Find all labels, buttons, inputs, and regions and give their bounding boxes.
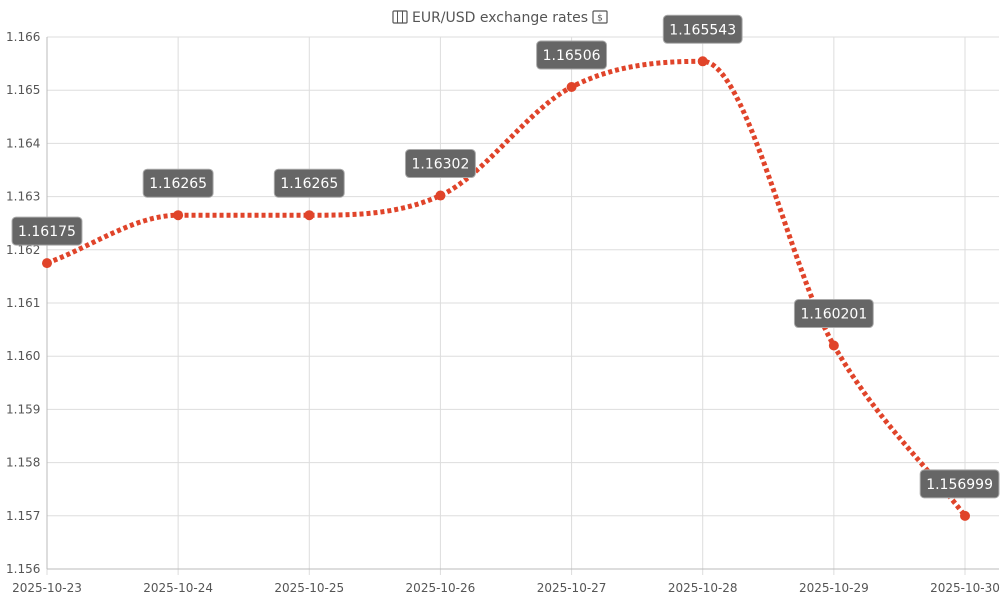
data-point [960, 510, 970, 521]
x-tick-label: 2025-10-30 [930, 581, 1000, 595]
data-label-text: 1.16265 [149, 176, 207, 192]
data-point [566, 82, 577, 93]
x-tick-label: 2025-10-28 [668, 581, 738, 595]
chart-title-group: EUR/USD exchange rates $ [392, 10, 608, 26]
data-label: 1.165543 [662, 14, 743, 44]
x-tick-label: 2025-10-29 [799, 581, 869, 595]
data-label-box [11, 216, 83, 246]
data-point [697, 56, 708, 67]
data-labels: 1.16175 1.16265 1.16265 1.16302 1.16506 1.165… [11, 14, 1000, 499]
data-label-text: 1.16506 [543, 48, 601, 64]
data-points [42, 56, 970, 521]
data-label: 1.160201 [793, 299, 874, 329]
y-tick-label: 1.166 [6, 30, 40, 44]
data-label: 1.16265 [273, 168, 345, 198]
data-label-box [142, 168, 214, 198]
data-label-box [273, 168, 345, 198]
data-label-text: 1.165543 [669, 22, 736, 38]
x-tick-label: 2025-10-23 [12, 581, 82, 595]
data-point [828, 340, 839, 351]
data-point [42, 258, 52, 269]
data-label-box [536, 40, 608, 70]
data-label-text: 1.160201 [800, 307, 867, 323]
data-label-text: 1.16175 [18, 224, 76, 240]
data-label-box [793, 299, 874, 329]
y-tick-label: 1.161 [6, 296, 40, 310]
y-tick-label: 1.163 [6, 190, 40, 204]
data-label-box [662, 14, 743, 44]
data-point [435, 190, 446, 201]
y-tick-label: 1.156 [6, 562, 40, 576]
banknote-icon: $ [592, 10, 608, 24]
x-axis-ticks: 2025-10-23 2025-10-24 2025-10-25 2025-10-26… [12, 581, 1000, 595]
data-label: 1.156999 [919, 469, 1000, 499]
y-tick-label: 1.160 [6, 349, 40, 363]
map-icon [392, 10, 408, 24]
data-label: 1.16506 [536, 40, 608, 70]
y-tick-label: 1.158 [6, 456, 40, 470]
y-tick-label: 1.159 [6, 402, 40, 416]
data-label-text: 1.156999 [926, 477, 993, 493]
data-label: 1.16302 [404, 149, 476, 179]
data-point [304, 210, 315, 221]
x-tick-label: 2025-10-25 [274, 581, 344, 595]
svg-text:$: $ [597, 14, 603, 24]
grid [46, 36, 999, 575]
axes [46, 37, 999, 570]
x-tick-label: 2025-10-26 [406, 581, 476, 595]
y-tick-label: 1.162 [6, 243, 40, 257]
chart-title: EUR/USD exchange rates [412, 10, 588, 26]
data-label-text: 1.16302 [411, 157, 469, 173]
data-point [173, 210, 184, 221]
data-label-box [919, 469, 1000, 499]
y-axis-ticks: 1.156 1.157 1.158 1.159 1.160 1.161 1.162 1.163… [6, 30, 40, 576]
y-tick-label: 1.165 [6, 83, 40, 97]
x-tick-label: 2025-10-27 [537, 581, 607, 595]
data-label: 1.16265 [142, 168, 214, 198]
series-line [46, 58, 967, 518]
y-tick-label: 1.164 [6, 136, 40, 150]
data-label-text: 1.16265 [280, 176, 338, 192]
data-label-box [404, 149, 476, 179]
data-label: 1.16175 [11, 216, 83, 246]
y-tick-label: 1.157 [6, 509, 40, 523]
x-tick-label: 2025-10-24 [143, 581, 213, 595]
